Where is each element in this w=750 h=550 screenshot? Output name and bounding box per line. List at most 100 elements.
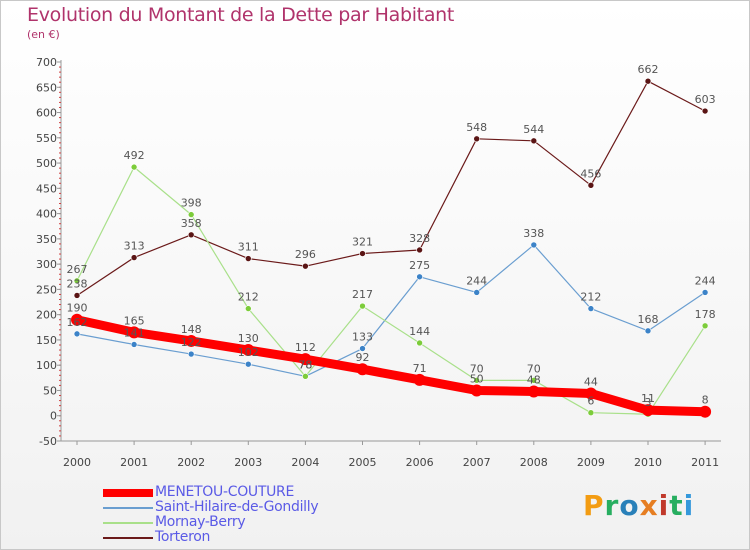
data-point-saint-hilaire-de-gondilly <box>473 289 481 296</box>
data-point-torteron <box>644 77 652 85</box>
legend-label: MENETOU-COUTURE <box>155 484 295 500</box>
data-label-saint-hilaire-de-gondilly: 244 <box>695 274 716 287</box>
y-tick-label: 600 <box>36 107 57 120</box>
y-tick-label: 100 <box>36 359 57 372</box>
data-label-mornay-berry: 144 <box>409 325 430 338</box>
data-label-torteron: 544 <box>523 123 544 136</box>
data-label-saint-hilaire-de-gondilly: 78 <box>298 358 312 371</box>
data-point-torteron <box>359 250 366 257</box>
logo-letter: r <box>604 489 620 522</box>
legend-swatch <box>103 507 153 509</box>
x-tick-label: 2010 <box>634 456 662 469</box>
y-tick-label: 300 <box>36 258 57 271</box>
data-point-saint-hilaire-de-gondilly <box>416 273 423 281</box>
data-label-saint-hilaire-de-gondilly: 141 <box>124 326 145 339</box>
x-tick-label: 2001 <box>120 456 148 469</box>
data-point-torteron <box>587 182 595 189</box>
data-point-mornay-berry <box>359 302 366 310</box>
data-point-saint-hilaire-de-gondilly <box>359 345 366 352</box>
data-point-mornay-berry <box>130 163 138 171</box>
data-point-mornay-berry <box>530 377 538 384</box>
legend-item-menetou-couture: MENETOU-COUTURE <box>103 485 423 500</box>
data-point-mornay-berry <box>416 339 423 347</box>
data-label-menetou-couture: 112 <box>295 341 316 354</box>
y-tick-label: 700 <box>36 56 57 69</box>
data-label-menetou-couture: 130 <box>238 332 259 345</box>
legend-swatch <box>103 537 153 539</box>
data-label-torteron: 548 <box>466 121 487 134</box>
series-mornay-berry <box>73 163 709 418</box>
data-point-mornay-berry <box>245 305 252 312</box>
x-tick-label: 2008 <box>520 456 548 469</box>
data-label-saint-hilaire-de-gondilly: 275 <box>409 259 430 272</box>
x-tick-label: 2003 <box>234 456 262 469</box>
data-label-mornay-berry: 70 <box>470 362 484 375</box>
data-point-saint-hilaire-de-gondilly <box>644 327 652 335</box>
data-point-torteron <box>530 137 538 145</box>
data-label-menetou-couture: 50 <box>470 372 484 385</box>
data-label-saint-hilaire-de-gondilly: 244 <box>466 274 487 287</box>
y-tick-label: 350 <box>36 233 57 246</box>
data-label-torteron: 238 <box>67 277 88 290</box>
data-point-torteron <box>130 254 138 261</box>
y-tick-label: 200 <box>36 309 57 322</box>
logo-letter: o <box>619 489 640 522</box>
legend-label: Torteron <box>155 529 211 545</box>
x-tick-label: 2004 <box>291 456 319 469</box>
series-menetou-couture <box>71 313 712 418</box>
data-label-torteron: 313 <box>124 240 145 253</box>
data-point-menetou-couture <box>584 387 597 400</box>
data-label-torteron: 358 <box>181 217 202 230</box>
data-point-torteron <box>416 246 423 254</box>
data-label-menetou-couture: 92 <box>356 351 370 364</box>
legend-label: Saint-Hilaire-de-Gondilly <box>155 499 319 515</box>
legend-swatch <box>103 489 153 497</box>
logo-letter: i <box>658 489 670 522</box>
data-point-saint-hilaire-de-gondilly <box>530 241 538 249</box>
data-point-saint-hilaire-de-gondilly <box>73 330 81 338</box>
data-label-saint-hilaire-de-gondilly: 162 <box>67 316 88 329</box>
data-label-saint-hilaire-de-gondilly: 168 <box>638 313 659 326</box>
y-tick-label: -50 <box>39 435 57 448</box>
data-label-torteron: 328 <box>409 232 430 245</box>
series-layer <box>71 77 712 418</box>
data-label-saint-hilaire-de-gondilly: 122 <box>181 336 202 349</box>
data-label-mornay-berry: 78 <box>298 358 312 371</box>
legend-item-mornay-berry: Mornay-Berry <box>103 515 423 530</box>
y-tick-label: 500 <box>36 157 57 170</box>
series-line-menetou-couture <box>72 315 710 417</box>
data-label-mornay-berry: 398 <box>181 197 202 210</box>
series-line-saint-hilaire-de-gondilly <box>76 244 706 377</box>
data-label-mornay-berry: 178 <box>695 308 716 321</box>
data-point-torteron <box>187 231 195 239</box>
y-tick-label: 550 <box>36 132 57 145</box>
data-label-menetou-couture: 48 <box>527 373 541 386</box>
data-point-menetou-couture <box>413 373 426 386</box>
logo-letter: x <box>639 489 659 522</box>
x-tick-label: 2000 <box>63 456 91 469</box>
data-label-torteron: 603 <box>695 93 716 106</box>
logo-letter: P <box>583 489 605 522</box>
data-label-torteron: 296 <box>295 248 316 261</box>
legend-label: Mornay-Berry <box>155 514 246 530</box>
data-label-torteron: 311 <box>238 241 259 254</box>
data-label-saint-hilaire-de-gondilly: 102 <box>238 346 259 359</box>
data-point-mornay-berry <box>187 211 195 218</box>
data-label-mornay-berry: 3 <box>645 396 652 409</box>
data-label-torteron: 321 <box>352 236 373 249</box>
data-label-menetou-couture: 165 <box>124 314 145 327</box>
y-tick-label: 400 <box>36 208 57 221</box>
data-label-menetou-couture: 44 <box>584 375 598 388</box>
data-point-menetou-couture <box>642 404 654 417</box>
logo-letter: i <box>683 489 695 522</box>
data-label-mornay-berry: 212 <box>238 291 259 304</box>
data-point-saint-hilaire-de-gondilly <box>701 289 709 296</box>
chart-title: Evolution du Montant de la Dette par Hab… <box>27 4 455 26</box>
data-label-torteron: 456 <box>580 167 601 180</box>
series-torteron <box>73 77 709 299</box>
x-tick-label: 2002 <box>177 456 205 469</box>
data-label-mornay-berry: 6 <box>587 395 594 408</box>
x-tick-label: 2007 <box>463 456 491 469</box>
